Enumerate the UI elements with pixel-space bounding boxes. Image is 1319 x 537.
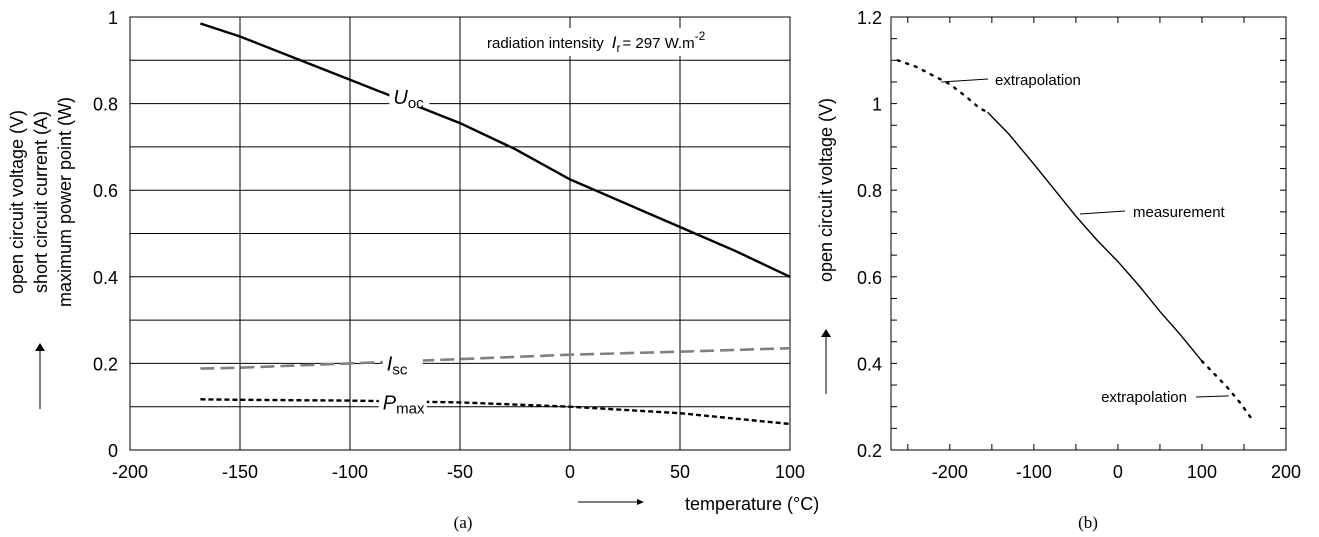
caption-b: (b) [1078, 513, 1098, 532]
x-tick-label: -100 [1016, 462, 1052, 482]
y-axis-label: open circuit voltage (V) [816, 98, 836, 282]
series-label-subscript: max [396, 400, 425, 417]
plot-frame-b [890, 16, 1287, 451]
callout-leader [1195, 395, 1229, 398]
annotation-subscript: r [616, 41, 620, 55]
caption-a: (a) [454, 513, 473, 532]
series-line-measurement-1 [987, 111, 1203, 362]
y-tick-label: 0.2 [93, 354, 118, 374]
x-axis-arrow-head [637, 499, 644, 505]
y-tick-label: 0.6 [857, 268, 882, 288]
callout-label: extrapolation [1101, 389, 1187, 406]
y-tick-label: 1 [872, 95, 882, 115]
y-tick-label: 0.8 [857, 181, 882, 201]
annotation-symbol: I [612, 33, 617, 52]
radiation-annotation: radiation intensity Ir = 297 W.m-2 [487, 29, 706, 55]
x-tick-label: 0 [1113, 462, 1123, 482]
annotation-superscript: -2 [695, 29, 706, 43]
series-label: Isc [387, 353, 408, 378]
series-label-bg [389, 83, 430, 108]
y-axis-arrow-head [821, 329, 831, 337]
series-line-extrapolation-0 [896, 59, 989, 114]
y-tick-label: 1 [108, 8, 118, 28]
series-line-isc [200, 346, 791, 370]
y-tick-label: 0 [108, 441, 118, 461]
series-label: Uoc [393, 87, 424, 112]
annotation-bg [475, 28, 787, 56]
x-tick-label: 100 [775, 462, 805, 482]
callout-label: extrapolation [995, 72, 1081, 89]
series-label-subscript: sc [392, 361, 408, 378]
y-tick-label: 0.4 [93, 268, 118, 288]
series-line-pmax [200, 398, 791, 426]
x-tick-label: -150 [222, 462, 258, 482]
callout-leader [1080, 210, 1126, 215]
callout-leader [941, 78, 989, 83]
y-axis-label: short circuit current (A) [31, 111, 51, 293]
x-tick-label: -200 [932, 462, 968, 482]
y-tick-label: 1.2 [857, 8, 882, 28]
series-line-extrapolation-2 [1200, 360, 1254, 421]
series-label-bg [378, 388, 427, 413]
series-label: Pmax [383, 392, 425, 417]
y-axis-label: open circuit voltage (V) [7, 110, 27, 294]
y-tick-label: 0.6 [93, 181, 118, 201]
y-axis-label: maximum power point (W) [55, 97, 75, 307]
series-label-symbol: I [387, 353, 393, 375]
series-label-subscript: oc [408, 95, 424, 112]
x-tick-label: -200 [112, 462, 148, 482]
x-axis-label: temperature (°C) [685, 494, 819, 514]
callout-label: measurement [1133, 204, 1226, 221]
series-line-uoc [200, 22, 791, 278]
y-tick-label: 0.4 [857, 354, 882, 374]
y-tick-label: 0.8 [93, 95, 118, 115]
series-label-bg [382, 349, 423, 374]
y-axis-arrow-head [35, 343, 45, 351]
x-tick-label: 200 [1271, 462, 1301, 482]
chart-a: -200 -150 -100 -50 0 50 100 0 0.2 0.4 0.6 0.8 1 Uoc Is… [7, 8, 819, 532]
x-tick-label: 0 [565, 462, 575, 482]
x-tick-label: 50 [670, 462, 690, 482]
annotation-text: radiation intensity [487, 35, 604, 52]
y-tick-label: 0.2 [857, 441, 882, 461]
x-tick-label: -50 [447, 462, 473, 482]
series-label-symbol: P [383, 392, 397, 414]
annotation-value: = 297 W.m [622, 35, 694, 52]
chart-b: -200 -100 0 100 200 0.2 0.4 0.6 0.8 1 1.2 extrapola… [816, 8, 1301, 532]
series-label-symbol: U [393, 87, 408, 109]
x-tick-label: 100 [1187, 462, 1217, 482]
x-tick-label: -100 [332, 462, 368, 482]
